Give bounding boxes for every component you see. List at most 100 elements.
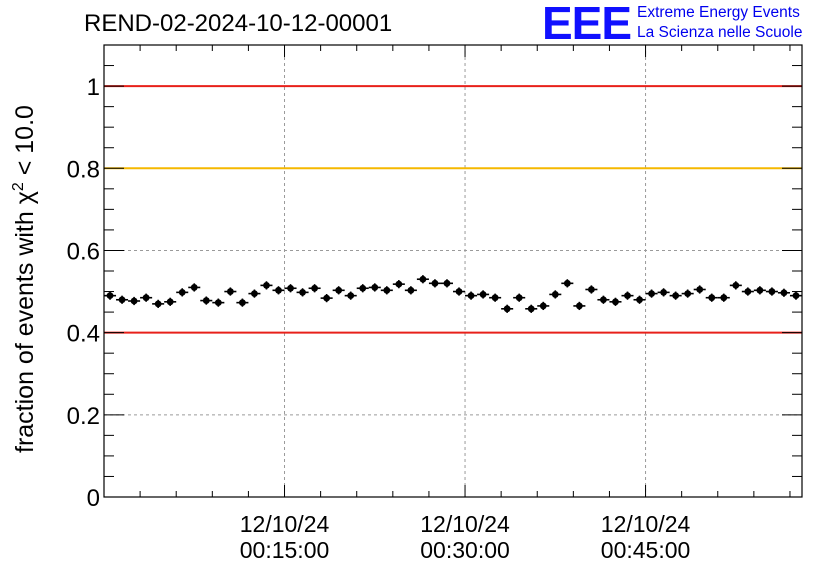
data-point-marker	[648, 290, 655, 297]
data-point-marker	[407, 286, 415, 294]
data-point-marker	[359, 284, 367, 292]
data-point-marker	[756, 286, 764, 294]
data-point	[657, 288, 670, 297]
data-point-marker	[419, 275, 427, 283]
data-point-marker	[768, 288, 776, 295]
data-point-marker	[515, 294, 523, 302]
data-point	[621, 291, 634, 300]
data-point	[188, 283, 201, 292]
data-point	[753, 286, 766, 295]
data-point	[633, 295, 646, 304]
data-point-marker	[371, 284, 379, 291]
data-point	[573, 301, 586, 311]
data-point-marker	[335, 286, 343, 294]
data-point-marker	[251, 290, 258, 297]
x-tick-label-time: 00:15:00	[240, 537, 330, 563]
data-point	[549, 290, 562, 299]
data-point-marker	[660, 288, 668, 296]
y-tick-label: 0.6	[67, 238, 100, 265]
data-point-marker	[299, 288, 306, 296]
data-point	[609, 297, 622, 306]
grid-lines	[104, 45, 802, 497]
eee-logo: EEE	[542, 0, 632, 49]
data-point	[392, 280, 405, 289]
data-point	[537, 301, 550, 311]
data-point	[681, 289, 694, 298]
y-tick-label: 1	[87, 74, 100, 101]
data-point-marker	[467, 292, 475, 300]
data-point-marker	[720, 294, 728, 302]
data-point	[777, 288, 790, 297]
data-point-marker	[491, 294, 499, 302]
data-point-marker	[636, 296, 643, 304]
data-point-marker	[527, 305, 535, 313]
data-point-marker	[226, 288, 234, 295]
data-point	[765, 287, 778, 296]
data-point	[561, 279, 574, 288]
y-tick-label: 0.2	[67, 403, 100, 430]
y-tick-label: 0.4	[67, 321, 100, 348]
data-point	[356, 284, 369, 293]
run-title: REND-02-2024-10-12-00001	[84, 10, 393, 37]
data-point-marker	[600, 296, 607, 304]
data-point	[260, 281, 273, 290]
data-point	[465, 291, 478, 300]
data-point-marker	[214, 299, 222, 307]
data-point	[477, 290, 490, 299]
data-point-marker	[287, 284, 294, 292]
data-point	[453, 287, 466, 296]
data-point	[513, 293, 526, 302]
x-tick-label-time: 00:45:00	[601, 537, 691, 563]
data-point	[428, 279, 441, 288]
x-tick-label-date: 12/10/24	[240, 511, 330, 537]
data-point-marker	[455, 288, 463, 295]
data-point-marker	[587, 286, 595, 293]
data-point	[645, 289, 658, 298]
y-axis-label: fraction of events with χ2 < 10.0	[10, 105, 39, 453]
y-tick-label: 0	[87, 485, 100, 512]
data-point	[489, 293, 502, 302]
data-point	[320, 294, 333, 303]
data-point-marker	[118, 296, 126, 304]
axis-ticks	[103, 44, 802, 498]
data-point	[200, 296, 213, 305]
data-point-marker	[563, 279, 571, 287]
data-point	[693, 285, 706, 294]
data-point-marker	[696, 286, 704, 293]
data-point	[344, 291, 357, 300]
y-axis-label-main: fraction of events with χ	[11, 191, 39, 453]
data-point-marker	[431, 279, 439, 287]
y-axis-label-tail: < 10.0	[11, 105, 39, 182]
data-point	[380, 286, 393, 295]
y-axis-label-superscript: 2	[10, 182, 27, 191]
data-point	[332, 286, 345, 295]
data-point	[152, 299, 165, 308]
data-point	[705, 293, 718, 302]
data-point	[308, 284, 321, 293]
data-point	[116, 295, 129, 304]
data-point-marker	[395, 280, 403, 288]
data-point-marker	[780, 289, 788, 297]
data-point-marker	[624, 292, 631, 300]
data-point	[212, 298, 225, 307]
data-point-marker	[383, 286, 391, 294]
data-point-marker	[672, 292, 680, 300]
data-point	[585, 285, 598, 294]
y-tick-labels: 0 0.2 0.4 0.6 0.8 1	[67, 74, 100, 512]
x-tick-labels: 12/10/2400:15:0012/10/2400:30:0012/10/24…	[240, 511, 691, 563]
data-point	[296, 288, 309, 297]
data-point	[404, 286, 417, 295]
data-point	[272, 286, 285, 295]
eee-logo-line2: La Scienza nelle Scuole	[637, 24, 803, 41]
data-point	[525, 304, 538, 313]
data-points	[104, 275, 802, 313]
data-point-marker	[106, 292, 114, 300]
data-point	[717, 293, 730, 302]
data-point	[248, 289, 261, 298]
data-point-marker	[323, 294, 331, 302]
data-point	[789, 291, 802, 300]
data-point-marker	[311, 284, 319, 292]
x-tick-label-time: 00:30:00	[420, 537, 510, 563]
eee-logo-line1: Extreme Energy Events	[637, 4, 800, 21]
